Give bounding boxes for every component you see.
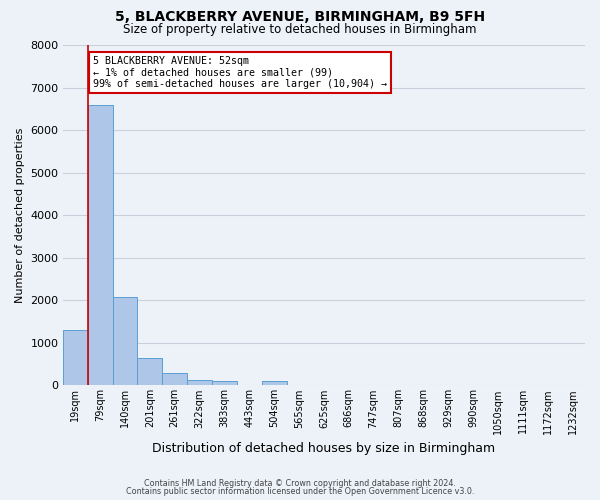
Text: 5, BLACKBERRY AVENUE, BIRMINGHAM, B9 5FH: 5, BLACKBERRY AVENUE, BIRMINGHAM, B9 5FH [115, 10, 485, 24]
Bar [137, 358, 163, 386]
Text: Size of property relative to detached houses in Birmingham: Size of property relative to detached ho… [123, 22, 477, 36]
Bar [187, 380, 212, 386]
X-axis label: Distribution of detached houses by size in Birmingham: Distribution of detached houses by size … [152, 442, 496, 455]
Bar [88, 104, 113, 386]
Bar [63, 330, 88, 386]
Bar [212, 381, 237, 386]
Text: Contains HM Land Registry data © Crown copyright and database right 2024.: Contains HM Land Registry data © Crown c… [144, 478, 456, 488]
Bar [113, 297, 137, 386]
Bar [262, 381, 287, 386]
Text: 5 BLACKBERRY AVENUE: 52sqm
← 1% of detached houses are smaller (99)
99% of semi-: 5 BLACKBERRY AVENUE: 52sqm ← 1% of detac… [92, 56, 386, 89]
Y-axis label: Number of detached properties: Number of detached properties [15, 128, 25, 303]
Text: Contains public sector information licensed under the Open Government Licence v3: Contains public sector information licen… [126, 487, 474, 496]
Bar [163, 372, 187, 386]
